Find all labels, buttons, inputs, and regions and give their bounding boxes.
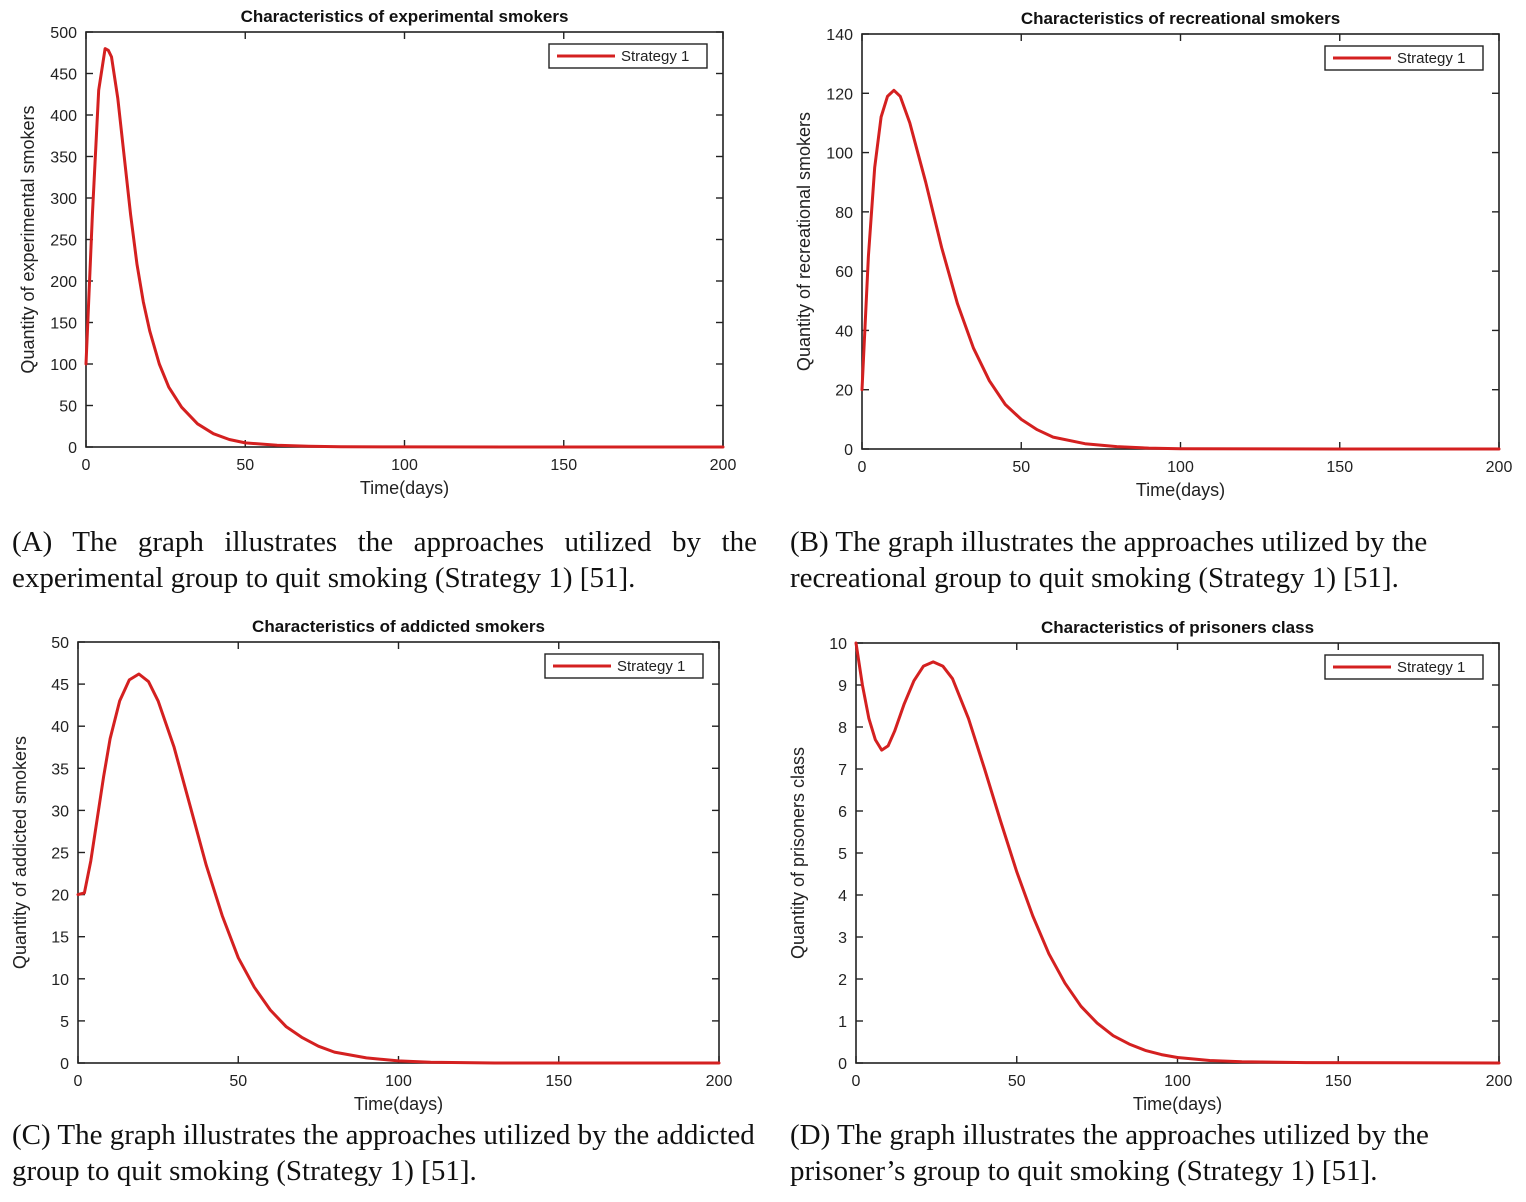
x-tick-label: 50	[1012, 459, 1030, 476]
y-tick-label: 9	[838, 678, 847, 695]
legend-label: Strategy 1	[1397, 659, 1465, 676]
y-tick-label: 7	[838, 762, 847, 779]
y-tick-label: 100	[50, 357, 77, 374]
y-tick-label: 50	[59, 399, 77, 416]
x-tick-label: 50	[1008, 1073, 1026, 1090]
axes-box	[85, 31, 724, 448]
caption-d: (D) The graph illustrates the approaches…	[790, 1119, 1429, 1187]
caption-a: (A) The graph illustrates the approaches…	[12, 526, 757, 594]
y-axis-label: Quantity of prisoners class	[788, 747, 808, 959]
x-tick-label: 150	[1326, 459, 1353, 476]
y-tick-label: 150	[50, 316, 77, 333]
axes-box	[861, 33, 1500, 450]
y-tick-label: 40	[51, 719, 69, 736]
caption-b: (B) The graph illustrates the approaches…	[790, 526, 1428, 594]
x-axis-label: Time(days)	[1133, 1094, 1222, 1114]
y-tick-label: 4	[838, 888, 847, 905]
chart-title: Characteristics of prisoners class	[1041, 618, 1314, 637]
y-axis-label: Quantity of experimental smokers	[18, 105, 38, 373]
x-axis-label: Time(days)	[354, 1094, 443, 1114]
chart-panel-b: Characteristics of recreational smokers 0…	[794, 9, 1512, 500]
x-tick-label: 0	[852, 1073, 861, 1090]
legend: Strategy 1	[544, 653, 704, 679]
y-tick-label: 300	[50, 191, 77, 208]
y-tick-label: 350	[50, 150, 77, 167]
legend: Strategy 1	[1324, 45, 1484, 71]
y-tick-label: 100	[826, 146, 853, 163]
x-tick-label: 100	[1167, 459, 1194, 476]
series-line-strategy-1	[854, 641, 1501, 1065]
y-tick-label: 0	[844, 442, 853, 459]
y-tick-label: 25	[51, 846, 69, 863]
y-axis-label: Quantity of addicted smokers	[10, 736, 30, 969]
legend: Strategy 1	[1324, 654, 1484, 680]
y-tick-label: 6	[838, 804, 847, 821]
legend-label: Strategy 1	[621, 48, 689, 65]
y-tick-label: 5	[60, 1014, 69, 1031]
x-tick-label: 150	[545, 1073, 572, 1090]
y-tick-label: 20	[51, 888, 69, 905]
x-tick-label: 0	[858, 459, 867, 476]
y-tick-label: 40	[835, 323, 853, 340]
y-tick-label: 8	[838, 720, 847, 737]
x-tick-label: 0	[74, 1073, 83, 1090]
y-tick-label: 35	[51, 761, 69, 778]
axes-box	[77, 641, 720, 1064]
x-axis-label: Time(days)	[1136, 480, 1225, 500]
y-tick-label: 10	[829, 636, 847, 653]
x-tick-label: 50	[229, 1073, 247, 1090]
y-tick-label: 5	[838, 846, 847, 863]
y-tick-label: 250	[50, 233, 77, 250]
y-tick-label: 80	[835, 205, 853, 222]
x-tick-label: 150	[550, 457, 577, 474]
series-line-strategy-1	[76, 672, 721, 1065]
series-line-strategy-1	[84, 47, 725, 449]
y-tick-label: 200	[50, 274, 77, 291]
x-tick-label: 200	[706, 1073, 733, 1090]
y-tick-label: 0	[68, 440, 77, 457]
y-tick-label: 50	[51, 635, 69, 652]
y-axis-label: Quantity of recreational smokers	[794, 112, 814, 371]
x-tick-label: 200	[710, 457, 737, 474]
y-tick-label: 450	[50, 67, 77, 84]
y-tick-label: 1	[838, 1014, 847, 1031]
x-tick-label: 50	[236, 457, 254, 474]
x-tick-label: 150	[1325, 1073, 1352, 1090]
chart-title: Characteristics of addicted smokers	[252, 617, 545, 636]
y-tick-label: 20	[835, 383, 853, 400]
y-tick-label: 2	[838, 972, 847, 989]
series-line-strategy-1	[860, 88, 1501, 451]
chart-panel-a: Characteristics of experimental smokers 0…	[18, 7, 736, 498]
x-axis-label: Time(days)	[360, 478, 449, 498]
x-tick-label: 100	[1164, 1073, 1191, 1090]
y-tick-label: 15	[51, 930, 69, 947]
legend-label: Strategy 1	[1397, 50, 1465, 67]
y-tick-label: 30	[51, 803, 69, 820]
axes-box	[855, 642, 1500, 1064]
legend-label: Strategy 1	[617, 658, 685, 675]
y-tick-label: 60	[835, 264, 853, 281]
y-tick-label: 0	[60, 1056, 69, 1073]
chart-title: Characteristics of experimental smokers	[241, 7, 569, 26]
caption-c: (C) The graph illustrates the approaches…	[12, 1119, 755, 1187]
y-tick-label: 0	[838, 1056, 847, 1073]
y-tick-label: 140	[826, 27, 853, 44]
x-tick-label: 200	[1486, 1073, 1513, 1090]
y-tick-label: 3	[838, 930, 847, 947]
x-tick-label: 0	[82, 457, 91, 474]
y-tick-label: 120	[826, 86, 853, 103]
x-tick-label: 100	[391, 457, 418, 474]
y-tick-label: 45	[51, 677, 69, 694]
y-tick-label: 400	[50, 108, 77, 125]
chart-title: Characteristics of recreational smokers	[1021, 9, 1340, 28]
x-tick-label: 100	[385, 1073, 412, 1090]
x-tick-label: 200	[1486, 459, 1513, 476]
legend: Strategy 1	[548, 43, 708, 69]
y-tick-label: 10	[51, 972, 69, 989]
y-tick-label: 500	[50, 25, 77, 42]
